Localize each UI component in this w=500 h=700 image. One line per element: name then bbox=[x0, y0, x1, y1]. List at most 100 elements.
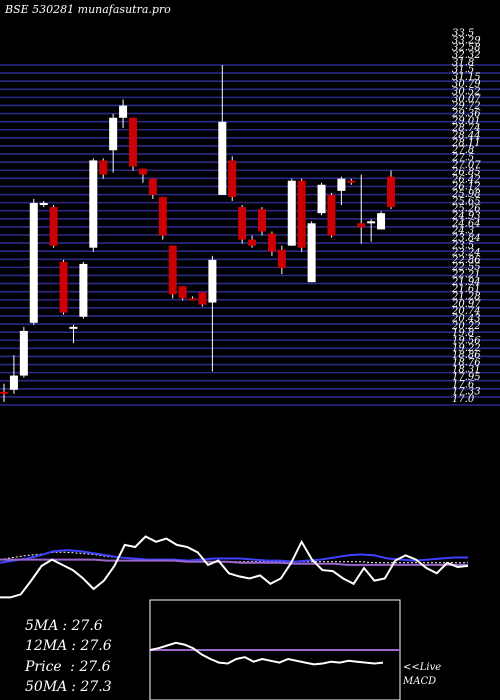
y-tick-label: 23.24 bbox=[451, 248, 481, 259]
ma-stats: 5MA: 27.6 12MA: 27.6 Price : 27.6 50MA: … bbox=[24, 618, 112, 695]
y-tick-label: 28.11 bbox=[451, 138, 481, 149]
candle-body bbox=[337, 178, 346, 191]
y-tick-label: 20.43 bbox=[451, 313, 481, 324]
chart-title: BSE 530281 munafasutra.pro bbox=[4, 3, 171, 16]
y-tick-label: 20.74 bbox=[451, 306, 481, 317]
candle-body bbox=[238, 207, 247, 240]
candle-body bbox=[138, 168, 147, 175]
candle-body bbox=[178, 286, 187, 299]
y-tick-label: 29.72 bbox=[451, 101, 481, 112]
candle-body bbox=[39, 203, 48, 206]
y-tick-label: 24.3 bbox=[451, 226, 474, 237]
y-tick-label: 23.84 bbox=[451, 233, 481, 244]
candle-body bbox=[277, 249, 286, 268]
stat-12ma: 12MA: 27.6 bbox=[25, 638, 112, 654]
candle-body bbox=[19, 330, 28, 376]
y-tick-label: 25.65 bbox=[451, 196, 481, 207]
y-axis-tick-labels: 33.533.2932.5832.3231.831.531.1530.7930.… bbox=[451, 28, 481, 405]
macd-title-label: MACD bbox=[402, 676, 436, 687]
y-tick-label: 17.95 bbox=[452, 372, 481, 383]
y-tick-label: 17.33 bbox=[452, 387, 481, 398]
candle-body bbox=[69, 326, 78, 329]
candle-body bbox=[109, 117, 118, 151]
y-tick-label: 18.76 bbox=[452, 357, 481, 368]
y-tick-label: 18.86 bbox=[452, 350, 481, 361]
candle-body bbox=[0, 391, 8, 394]
ma-line-purple bbox=[0, 558, 468, 566]
candle-body bbox=[188, 298, 197, 301]
y-tick-label: 28.74 bbox=[451, 123, 481, 134]
y-tick-label: 24.64 bbox=[451, 218, 481, 229]
y-tick-label: 22.55 bbox=[451, 262, 481, 273]
y-tick-label: 30.79 bbox=[452, 79, 481, 90]
candle-body bbox=[129, 117, 137, 167]
candle-body bbox=[387, 176, 395, 208]
candle-body bbox=[347, 180, 356, 183]
indicator-panel bbox=[0, 535, 469, 599]
stat-price: Price : 27.6 bbox=[24, 659, 111, 675]
y-tick-label: 31.15 bbox=[452, 72, 481, 83]
y-tick-label: 24.93 bbox=[451, 211, 481, 222]
y-tick-label: 26.42 bbox=[451, 174, 481, 185]
y-tick-label: 19.22 bbox=[452, 343, 481, 354]
candle-body bbox=[29, 203, 38, 323]
candle-body bbox=[317, 184, 326, 214]
y-tick-label: 22.86 bbox=[451, 255, 481, 266]
candle-body bbox=[357, 223, 366, 228]
candle-body bbox=[267, 233, 276, 252]
candle-body bbox=[168, 245, 177, 295]
y-tick-label: 21.61 bbox=[451, 284, 481, 295]
y-tick-label: 21.94 bbox=[451, 277, 481, 288]
y-tick-label: 20.97 bbox=[451, 299, 481, 310]
candle-body bbox=[9, 375, 18, 390]
macd-line bbox=[149, 641, 384, 666]
y-tick-label: 30.07 bbox=[452, 94, 481, 105]
y-tick-label: 27.8 bbox=[451, 145, 474, 156]
price-grid bbox=[0, 64, 500, 406]
stat-5ma: 5MA: 27.6 bbox=[25, 618, 103, 634]
y-tick-label: 21.28 bbox=[451, 292, 481, 303]
y-tick-label: 30.52 bbox=[452, 87, 481, 98]
candle-body bbox=[59, 261, 68, 313]
y-tick-label: 22.21 bbox=[451, 270, 481, 281]
y-tick-label: 26.85 bbox=[451, 167, 481, 178]
y-tick-label: 29.01 bbox=[451, 116, 481, 127]
y-tick-label: 18.31 bbox=[452, 365, 481, 376]
y-tick-label: 31.5 bbox=[452, 65, 474, 76]
y-tick-label: 19.8 bbox=[452, 328, 474, 339]
candle-body bbox=[198, 292, 207, 305]
candle-body bbox=[228, 160, 237, 197]
ma-line-blue bbox=[0, 549, 468, 564]
candle-body bbox=[307, 223, 316, 283]
macd-panel bbox=[149, 641, 400, 666]
y-tick-label: 33.29 bbox=[452, 35, 481, 46]
candle-body bbox=[49, 207, 58, 246]
y-tick-label: 31.8 bbox=[452, 57, 474, 68]
y-tick-label: 19.56 bbox=[452, 335, 481, 346]
candle-body bbox=[377, 213, 386, 230]
candle-body bbox=[248, 239, 257, 246]
candle-body bbox=[208, 259, 217, 303]
y-tick-label: 33.5 bbox=[452, 28, 474, 39]
candles bbox=[0, 65, 395, 402]
y-tick-label: 23.5 bbox=[451, 240, 474, 251]
y-tick-label: 32.58 bbox=[452, 43, 481, 54]
candle-body bbox=[79, 263, 88, 317]
candle-body bbox=[148, 178, 157, 195]
candle-body bbox=[327, 194, 336, 236]
candle-body bbox=[158, 196, 167, 236]
candle-body bbox=[99, 160, 108, 175]
candle-body bbox=[119, 105, 128, 118]
y-tick-label: 25.98 bbox=[451, 189, 481, 200]
y-tick-label: 20.22 bbox=[451, 321, 481, 332]
macd-live-label: <<Live bbox=[403, 662, 441, 673]
candle-body bbox=[258, 209, 266, 232]
y-tick-label: 25.26 bbox=[451, 204, 481, 215]
y-tick-label: 17.0 bbox=[452, 394, 475, 405]
rsi-line bbox=[0, 535, 469, 599]
candle-body bbox=[218, 121, 227, 195]
y-tick-label: 26.12 bbox=[451, 182, 481, 193]
y-tick-label: 32.32 bbox=[452, 50, 481, 61]
candle-body bbox=[367, 221, 376, 224]
